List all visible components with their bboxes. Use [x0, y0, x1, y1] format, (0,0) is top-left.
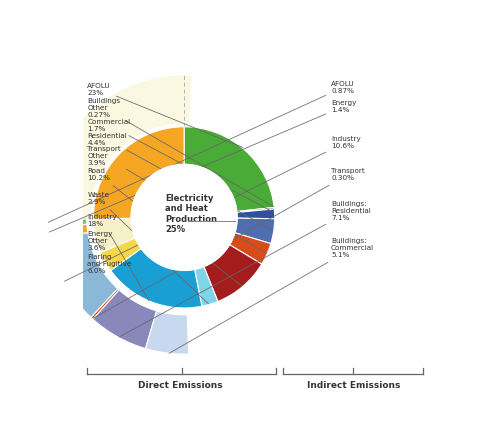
Wedge shape [42, 75, 191, 227]
Circle shape [131, 164, 237, 270]
Wedge shape [145, 311, 188, 354]
Wedge shape [91, 289, 119, 319]
Wedge shape [194, 266, 218, 306]
Text: Indirect Emissions: Indirect Emissions [307, 381, 400, 390]
Wedge shape [48, 224, 88, 239]
Text: Buildings:
Commercial
5.1%: Buildings: Commercial 5.1% [169, 238, 374, 353]
Text: Industry
10.6%: Industry 10.6% [64, 136, 361, 281]
Text: Energy
1.4%: Energy 1.4% [49, 100, 357, 232]
Text: AFOLU
0.87%: AFOLU 0.87% [48, 81, 355, 222]
Text: Transport
0.30%: Transport 0.30% [93, 168, 365, 318]
Wedge shape [48, 219, 87, 227]
Text: Buildings:
Residential
7.1%: Buildings: Residential 7.1% [119, 201, 371, 337]
Wedge shape [184, 127, 274, 211]
Text: Buildings
Other
0.27%: Buildings Other 0.27% [87, 98, 273, 206]
Text: AFOLU
23%: AFOLU 23% [87, 83, 243, 147]
Wedge shape [237, 207, 274, 212]
Wedge shape [230, 233, 271, 264]
Wedge shape [94, 218, 135, 253]
Wedge shape [237, 209, 275, 219]
Text: Commercial
1.7%: Commercial 1.7% [87, 119, 274, 212]
Wedge shape [49, 233, 118, 317]
Text: Road
10.2%: Road 10.2% [87, 168, 242, 286]
Wedge shape [101, 238, 141, 270]
Text: Industry
18%: Industry 18% [87, 214, 149, 301]
Text: Waste
2.9%: Waste 2.9% [87, 192, 208, 304]
Wedge shape [111, 249, 202, 308]
Wedge shape [204, 245, 262, 301]
Wedge shape [235, 218, 275, 244]
Text: Direct Emissions: Direct Emissions [138, 381, 223, 390]
Wedge shape [93, 290, 157, 349]
Text: Electricity
and Heat
Production
25%: Electricity and Heat Production 25% [165, 194, 217, 234]
Text: Transport
Other
3.9%: Transport Other 3.9% [87, 146, 266, 254]
Wedge shape [94, 127, 184, 219]
Text: Flaring
and Fugitive
6.0%: Flaring and Fugitive 6.0% [87, 239, 132, 274]
Text: Energy
Other
3.6%: Energy Other 3.6% [87, 231, 113, 260]
Text: Residential
4.4%: Residential 4.4% [87, 133, 273, 230]
